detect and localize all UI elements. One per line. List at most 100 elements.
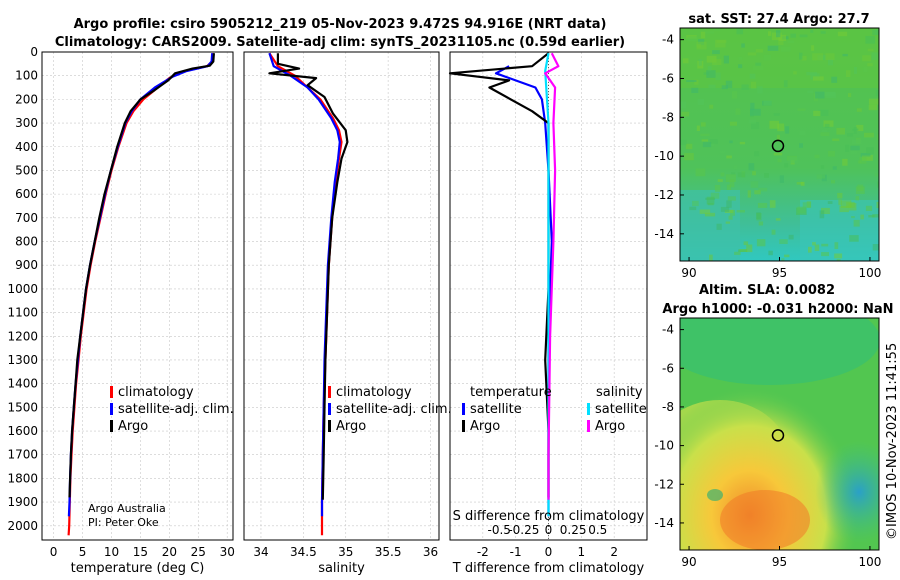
sst-texture-cell: [706, 70, 716, 78]
sst-texture-cell: [706, 196, 715, 205]
legend-swatch: [328, 420, 331, 432]
y-tick-label: 1500: [7, 400, 38, 414]
sst-texture-cell: [852, 128, 859, 131]
legend-swatch: [462, 403, 465, 415]
sst-texture-cell: [755, 49, 763, 53]
legend-title-temperature: temperature: [470, 385, 552, 400]
sst-texture-cell: [793, 71, 797, 75]
sst-texture-cell: [814, 244, 820, 251]
figure-title-line2: Climatology: CARS2009. Satellite-adj cli…: [55, 35, 625, 50]
legend-label: Argo: [595, 419, 625, 434]
sst-texture-cell: [855, 186, 865, 194]
sst-texture-cell: [810, 73, 820, 80]
sst-texture-cell: [820, 132, 830, 137]
x-tick-label: 20: [162, 545, 177, 559]
sst-texture-cell: [846, 133, 854, 137]
sst-texture-cell: [720, 172, 725, 177]
sst-texture-cell: [755, 62, 762, 67]
sst-texture-cell: [872, 29, 879, 36]
sst-texture-cell: [725, 221, 730, 224]
sst-texture-cell: [784, 254, 790, 258]
sst-argo-position-marker: [771, 139, 785, 153]
sst-texture-cell: [813, 110, 821, 117]
sst-texture-cell: [750, 108, 761, 116]
sst-texture-cell: [680, 139, 687, 146]
sst-texture-cell: [788, 157, 799, 164]
sst-texture-cell: [702, 142, 712, 148]
series-line-temperature-argo: [448, 52, 550, 498]
y-tick-label: 1200: [7, 329, 38, 343]
sst-texture-cell: [868, 104, 878, 111]
sst-texture-cell: [815, 91, 825, 99]
sst-texture-cell: [775, 218, 781, 221]
sst-texture-cell: [737, 172, 746, 178]
sst-texture-cell: [736, 210, 745, 213]
sst-texture-cell: [841, 200, 852, 208]
sst-texture-cell: [784, 163, 789, 168]
legend-swatch: [110, 403, 113, 415]
sst-texture-cell: [773, 152, 783, 156]
sst-texture-cell: [741, 84, 749, 90]
sst-texture-cell: [696, 41, 707, 50]
sst-texture-cell: [818, 109, 829, 117]
legend-swatch: [587, 420, 590, 432]
map-y-tick-label: -12: [654, 477, 674, 491]
sst-texture-cell: [812, 76, 824, 81]
y-tick-label: 200: [15, 92, 38, 106]
sst-texture-cell: [827, 201, 833, 204]
sst-texture-cell: [855, 196, 859, 201]
sst-texture-cell: [769, 200, 776, 208]
sst-texture-cell: [741, 43, 745, 48]
legend-label: Argo: [336, 419, 366, 434]
sst-texture-cell: [711, 59, 722, 66]
sst-texture-cell: [867, 63, 873, 67]
map-x-tick-label: 100: [859, 266, 882, 280]
plot-frame: [449, 51, 648, 541]
sst-texture-cell: [697, 99, 705, 106]
s-tick-label: 0.5: [588, 523, 607, 537]
sst-texture-cell: [851, 216, 855, 219]
sst-texture-cell: [862, 155, 873, 161]
sst-texture-cell: [865, 35, 876, 44]
legend-swatch: [587, 403, 590, 415]
s-axis-label: S difference from climatology: [453, 509, 645, 524]
sst-texture-cell: [859, 157, 867, 164]
sst-texture-cell: [704, 212, 716, 217]
legend-label: satellite-adj. clim.: [118, 402, 234, 417]
sst-texture-cell: [717, 179, 723, 182]
sst-texture-cell: [787, 40, 795, 44]
map-y-tick-label: -14: [654, 227, 674, 241]
sst-texture-cell: [827, 150, 836, 157]
sst-texture-cell: [685, 143, 693, 150]
y-tick-label: 1100: [7, 306, 38, 320]
sst-texture-cell: [769, 120, 779, 129]
sst-texture-cell: [842, 158, 848, 166]
sst-texture-cell: [757, 86, 763, 94]
sst-texture-cell: [716, 40, 727, 43]
sst-texture-cell: [820, 165, 825, 169]
sst-texture-cell: [726, 184, 732, 190]
map-y-tick-label: -10: [654, 439, 674, 453]
sst-texture-cell: [727, 196, 736, 201]
sst-texture-cell: [719, 151, 726, 154]
sst-texture-cell: [877, 127, 879, 133]
sst-texture-cell: [837, 192, 843, 199]
sst-texture-cell: [856, 108, 862, 112]
legend-title-salinity: salinity: [596, 385, 643, 400]
sst-texture-cell: [783, 80, 788, 88]
map-y-tick-label: -4: [662, 33, 674, 47]
sst-texture-cell: [706, 55, 717, 63]
sst-texture-cell: [812, 242, 816, 246]
map-y-tick-label: -8: [662, 110, 674, 124]
sst-texture-cell: [867, 48, 874, 52]
s-tick-label: -0.25: [508, 523, 539, 537]
sst-texture-cell: [781, 258, 785, 261]
sst-texture-cell: [821, 243, 829, 247]
sst-texture-cell: [749, 73, 756, 79]
sst-texture-cell: [686, 80, 697, 82]
sst-texture-cell: [845, 144, 850, 152]
map-x-tick-label: 90: [681, 555, 696, 569]
sst-texture-cell: [875, 89, 879, 97]
sst-texture-cell: [825, 53, 835, 60]
plot-frame: [41, 51, 234, 541]
